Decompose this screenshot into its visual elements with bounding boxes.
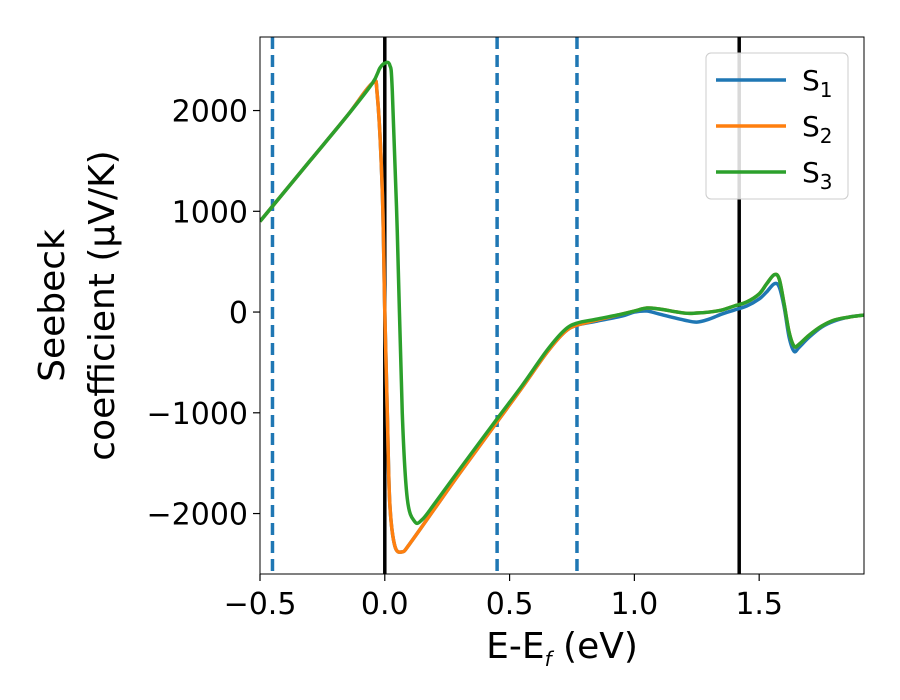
legend-label-s3: S3 xyxy=(802,156,833,194)
x-tick-label: 0.0 xyxy=(361,587,409,622)
x-axis-label-unit: (eV) xyxy=(552,626,638,667)
legend-label-subscript: 1 xyxy=(820,78,833,102)
reference-lines xyxy=(270,37,741,574)
x-axis-label-subscript: f xyxy=(545,647,555,671)
legend-label-s1: S1 xyxy=(802,64,833,102)
x-axis-label: E-Ef (eV) xyxy=(486,626,638,671)
legend-label-subscript: 3 xyxy=(820,170,833,194)
legend-label-s2: S2 xyxy=(802,110,833,148)
x-tick-label: 1.0 xyxy=(611,587,659,622)
x-tick-label: 1.5 xyxy=(735,587,783,622)
y-axis-label-line1: Seebeck xyxy=(32,229,73,382)
y-axis: −2000 −1000 0 1000 2000 xyxy=(147,95,260,533)
y-tick-label: −2000 xyxy=(147,498,248,533)
y-tick-label: 2000 xyxy=(172,95,248,130)
x-axis-label-main: E-E xyxy=(486,626,544,667)
x-tick-label: 0.5 xyxy=(486,587,534,622)
y-axis-label-line2: coefficient (μV/K) xyxy=(82,150,123,460)
x-tick-label: −0.5 xyxy=(224,587,297,622)
legend-label-main: S xyxy=(802,156,820,189)
series-line-s3 xyxy=(260,60,864,526)
legend-label-main: S xyxy=(802,110,820,143)
y-axis-label: Seebeck coefficient (μV/K) xyxy=(32,150,123,460)
y-tick-label: 0 xyxy=(229,296,248,331)
y-tick-label: 1000 xyxy=(172,195,248,230)
legend-label-subscript: 2 xyxy=(820,124,833,148)
plot-frame xyxy=(259,36,865,575)
series-group xyxy=(260,60,864,554)
y-tick-label: −1000 xyxy=(147,397,248,432)
x-axis: −0.5 0.0 0.5 1.0 1.5 xyxy=(224,574,783,622)
legend-label-main: S xyxy=(802,64,820,97)
